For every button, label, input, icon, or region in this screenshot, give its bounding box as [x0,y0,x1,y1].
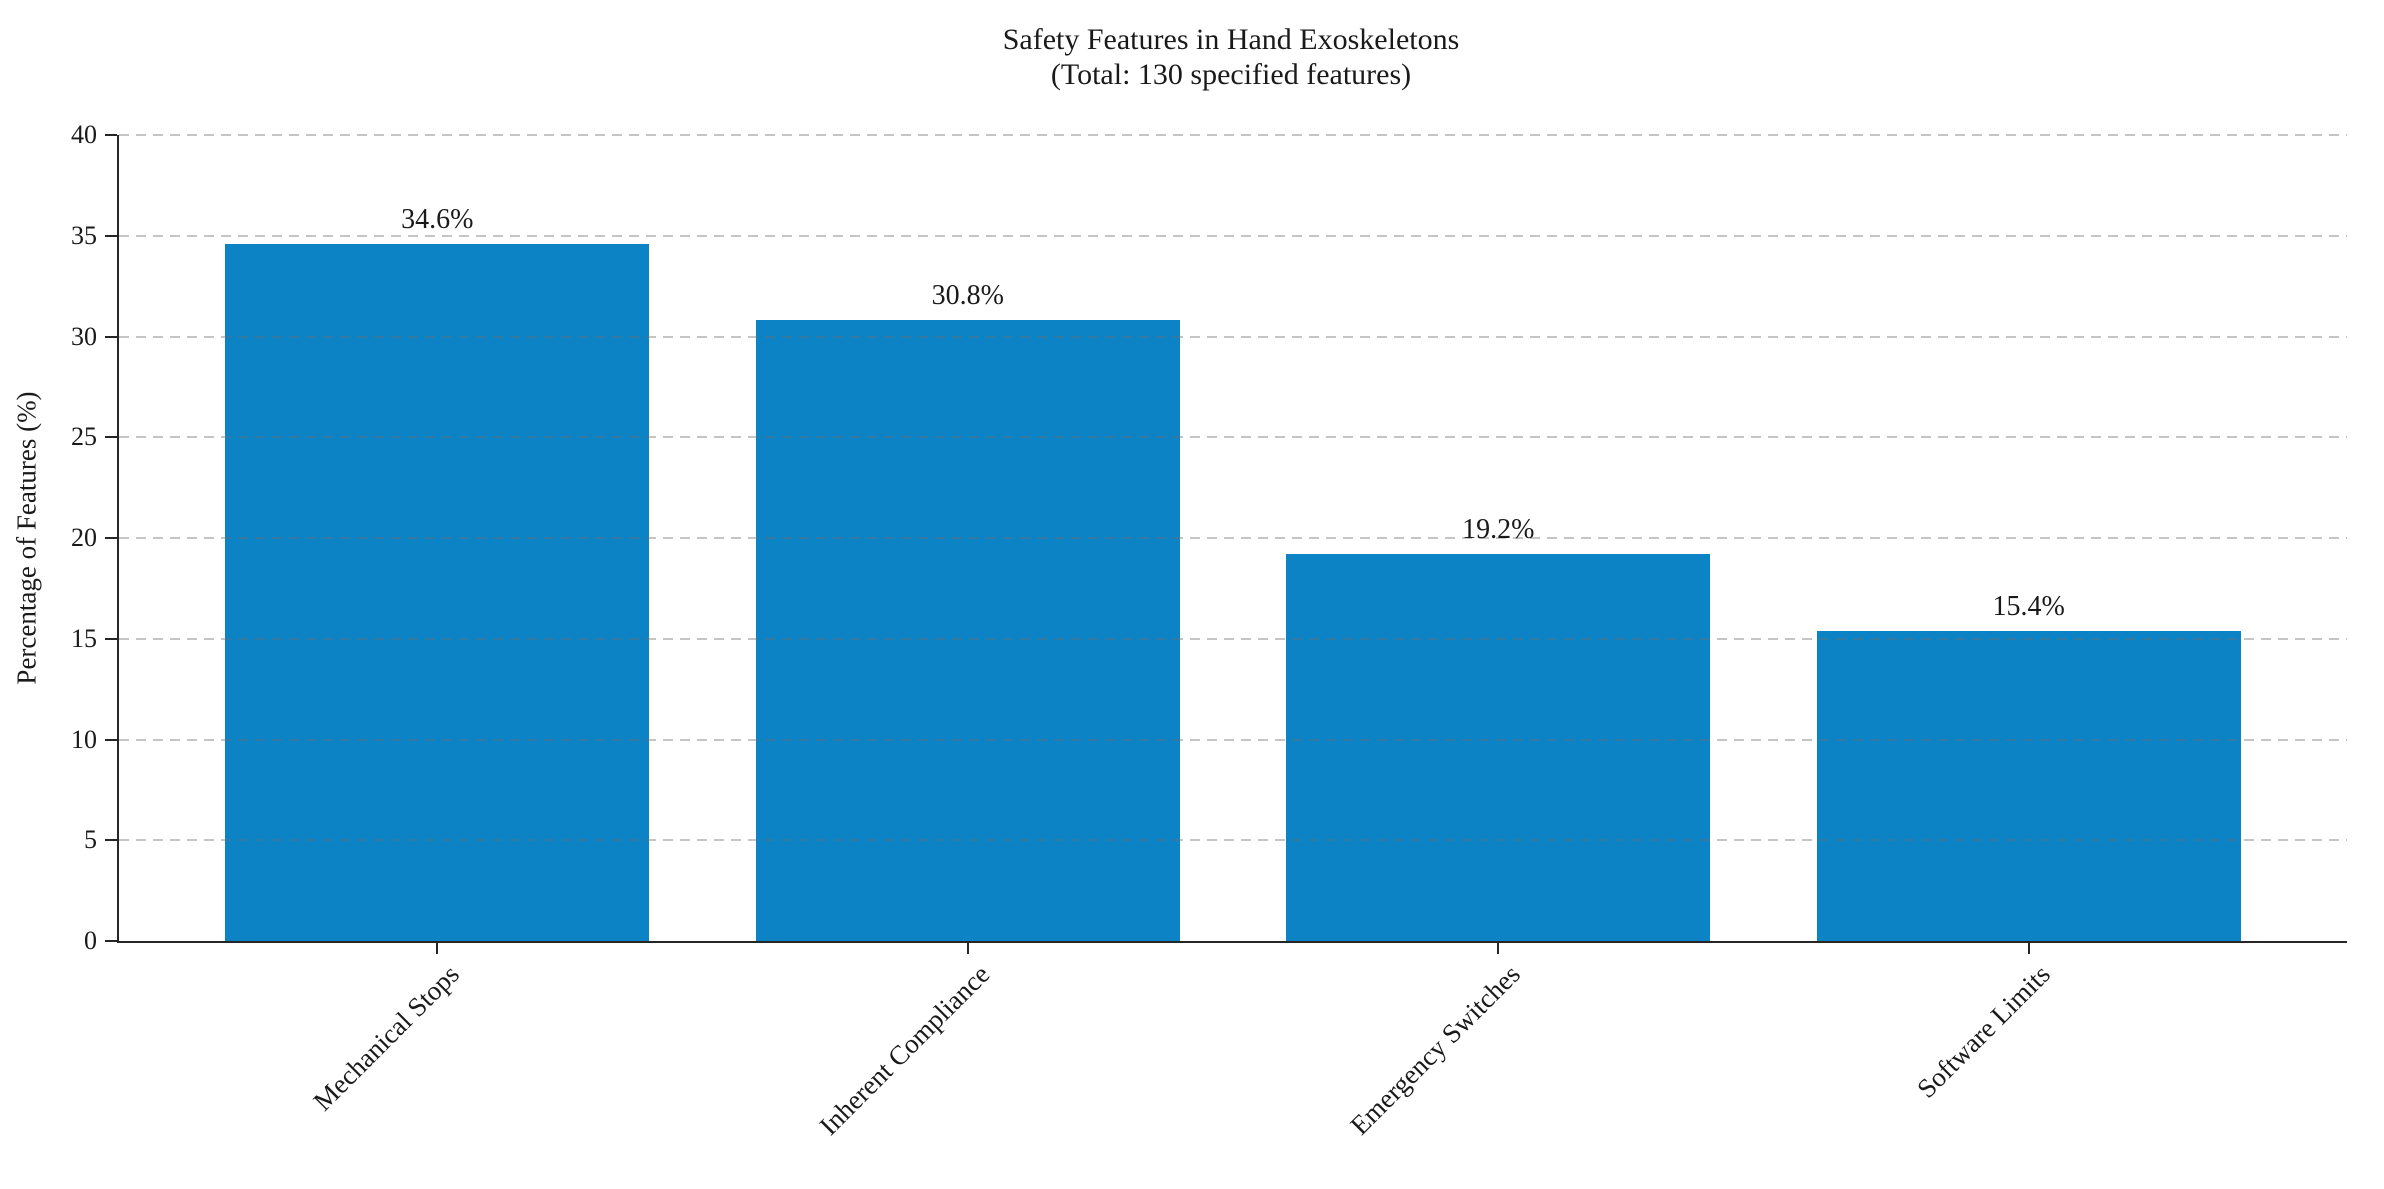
chart-title-block: Safety Features in Hand Exoskeletons (To… [117,22,2345,92]
bar-value-label: 19.2% [1462,514,1535,546]
x-tick-mark [436,943,439,954]
bar [225,243,650,941]
bar [1286,554,1711,941]
y-tick-label: 25 [71,422,97,452]
y-tick-mark [105,637,117,640]
gridline [119,335,2347,338]
y-tick-label: 35 [71,220,97,250]
y-tick-mark [105,738,117,741]
gridline [119,134,2347,136]
y-tick-mark [105,335,117,338]
bar [755,320,1180,941]
y-tick-label: 20 [71,523,97,552]
y-tick-label: 10 [71,724,97,754]
y-tick-mark [105,940,117,942]
bar-value-label: 15.4% [1992,590,2065,622]
bar-value-label: 34.6% [401,203,474,235]
x-tick-label: Mechanical Stops [307,959,465,1117]
chart-title: Safety Features in Hand Exoskeletons [1002,23,1460,56]
y-tick-label: 30 [71,321,97,351]
gridline [119,537,2347,539]
y-tick-label: 5 [84,825,97,855]
y-tick-mark [105,234,117,237]
x-tick-label: Inherent Compliance [813,959,995,1141]
x-tick-label: Emergency Switches [1343,959,1526,1141]
gridline [119,839,2347,842]
y-tick-mark [105,436,117,439]
chart-subtitle: (Total: 130 specified features) [1050,58,1412,91]
gridline [119,436,2347,439]
gridline [119,234,2347,237]
gridline [119,637,2347,640]
x-tick-mark [1497,943,1500,954]
x-tick-mark [2027,943,2030,954]
gridline [119,738,2347,741]
bar-value-label: 30.8% [931,280,1004,312]
y-tick-mark [105,537,117,539]
plot-area: 34.6% Mechanical Stops 30.8% Inherent Compl… [71,120,2347,1141]
y-tick-mark [105,839,117,842]
y-tick-label: 0 [84,926,97,955]
y-tick-mark [105,134,117,136]
bar [1816,630,2241,941]
y-tick-label: 15 [71,623,97,653]
x-tick-label: Software Limits [1911,959,2056,1104]
y-tick-label: 40 [71,120,97,149]
x-tick-mark [966,943,969,954]
